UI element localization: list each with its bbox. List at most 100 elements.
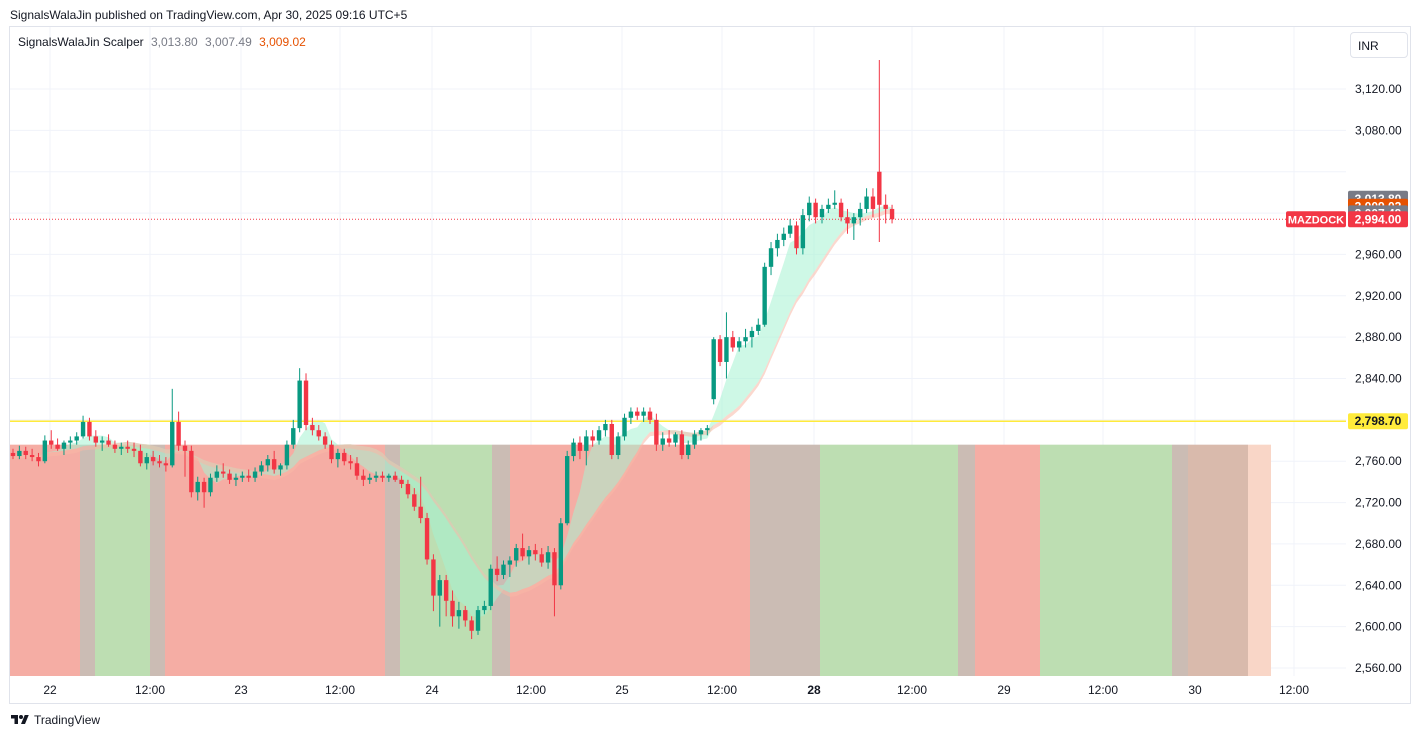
candle-body bbox=[399, 479, 404, 484]
regime-band bbox=[1248, 444, 1271, 676]
legend-name: SignalsWalaJin Scalper bbox=[18, 35, 144, 49]
x-axis-label: 23 bbox=[234, 683, 248, 697]
candle-body bbox=[367, 477, 372, 480]
y-axis-label: 2,640.00 bbox=[1355, 578, 1402, 592]
price-badge bbox=[1348, 211, 1408, 228]
y-axis-label: 2,600.00 bbox=[1355, 620, 1402, 634]
candle-body bbox=[125, 446, 130, 449]
candle-body bbox=[201, 481, 207, 493]
candle-body bbox=[609, 423, 614, 456]
regime-band bbox=[150, 444, 165, 676]
candle-body bbox=[819, 208, 825, 218]
candle-body bbox=[654, 419, 659, 445]
candle-body bbox=[469, 620, 474, 631]
candle-body bbox=[877, 171, 882, 205]
candle-body bbox=[686, 444, 691, 456]
candle-body bbox=[342, 452, 347, 462]
regime-band bbox=[750, 444, 820, 676]
candle-body bbox=[176, 421, 181, 446]
regime-band bbox=[80, 444, 95, 676]
candle-body bbox=[596, 430, 602, 441]
currency-button[interactable]: INR bbox=[1350, 32, 1408, 58]
candle-body bbox=[68, 440, 73, 443]
candle-body bbox=[673, 434, 678, 443]
candle-body bbox=[163, 463, 169, 466]
candle-body bbox=[246, 475, 251, 478]
candle-body bbox=[564, 456, 570, 524]
symbol-tag bbox=[1286, 211, 1346, 228]
candle-body bbox=[412, 494, 417, 507]
candle-body bbox=[749, 330, 755, 338]
candle-body bbox=[711, 339, 716, 400]
x-axis-label: 30 bbox=[1188, 683, 1202, 697]
footer-brand[interactable]: TradingView bbox=[10, 713, 100, 727]
candle-body bbox=[475, 610, 481, 631]
candle-body bbox=[138, 450, 143, 464]
candle-body bbox=[870, 196, 876, 209]
candle-body bbox=[405, 483, 411, 495]
candle-body bbox=[533, 550, 538, 555]
candle-body bbox=[717, 339, 723, 362]
regime-band bbox=[975, 444, 1040, 676]
candle-body bbox=[443, 580, 449, 601]
regime-band bbox=[190, 444, 250, 676]
candle-body bbox=[832, 202, 837, 205]
x-axis-label: 12:00 bbox=[707, 683, 737, 697]
candle-body bbox=[297, 380, 302, 429]
candle-body bbox=[284, 444, 290, 466]
candle-body bbox=[482, 605, 487, 611]
x-axis-label: 24 bbox=[425, 683, 439, 697]
candle-body bbox=[889, 208, 895, 220]
candle-body bbox=[787, 225, 793, 234]
candle-body bbox=[233, 477, 239, 480]
candle-body bbox=[743, 337, 748, 342]
candle-body bbox=[431, 559, 436, 596]
price-badge-label: 2,994.00 bbox=[1355, 212, 1402, 226]
footer-brand-label: TradingView bbox=[34, 713, 101, 727]
candle-body bbox=[106, 440, 111, 445]
candle-body bbox=[437, 580, 442, 596]
candle-body bbox=[182, 445, 188, 451]
candle-body bbox=[93, 436, 99, 443]
candle-body bbox=[240, 475, 245, 478]
regime-band bbox=[1040, 444, 1172, 676]
symbol-tag-label: MAZDOCK bbox=[1288, 214, 1344, 226]
candle-body bbox=[227, 473, 232, 480]
x-axis-label: 29 bbox=[997, 683, 1011, 697]
candle-body bbox=[380, 475, 385, 478]
candle-body bbox=[252, 471, 258, 478]
x-axis-label: 12:00 bbox=[325, 683, 355, 697]
regime-band bbox=[820, 444, 850, 676]
candle-body bbox=[851, 217, 857, 224]
candle-body bbox=[170, 421, 175, 466]
candle-body bbox=[208, 477, 213, 493]
candle-body bbox=[157, 461, 162, 464]
candle-body bbox=[74, 436, 79, 441]
candle-body bbox=[635, 411, 640, 416]
y-axis-label: 2,560.00 bbox=[1355, 661, 1402, 675]
candle-body bbox=[813, 202, 818, 218]
candle-body bbox=[418, 506, 423, 519]
y-axis-label: 2,960.00 bbox=[1355, 247, 1402, 261]
candle-body bbox=[259, 465, 264, 472]
candle-body bbox=[386, 475, 392, 478]
candle-body bbox=[348, 461, 353, 464]
candle-body bbox=[756, 324, 761, 331]
candle-body bbox=[501, 564, 506, 575]
candle-body bbox=[49, 440, 54, 445]
candle-body bbox=[354, 463, 360, 476]
y-axis-label: 2,920.00 bbox=[1355, 289, 1402, 303]
regime-band bbox=[958, 444, 975, 676]
regime-band bbox=[10, 444, 35, 676]
candle-body bbox=[781, 233, 786, 240]
candle-body bbox=[463, 610, 468, 621]
candle-body bbox=[845, 217, 850, 224]
x-axis-label: 12:00 bbox=[1279, 683, 1309, 697]
x-axis-label: 28 bbox=[807, 683, 821, 697]
candle-body bbox=[329, 444, 334, 460]
candle-body bbox=[456, 610, 462, 617]
candle-body bbox=[724, 337, 729, 362]
candle-body bbox=[61, 442, 67, 449]
regime-band bbox=[1188, 444, 1248, 676]
